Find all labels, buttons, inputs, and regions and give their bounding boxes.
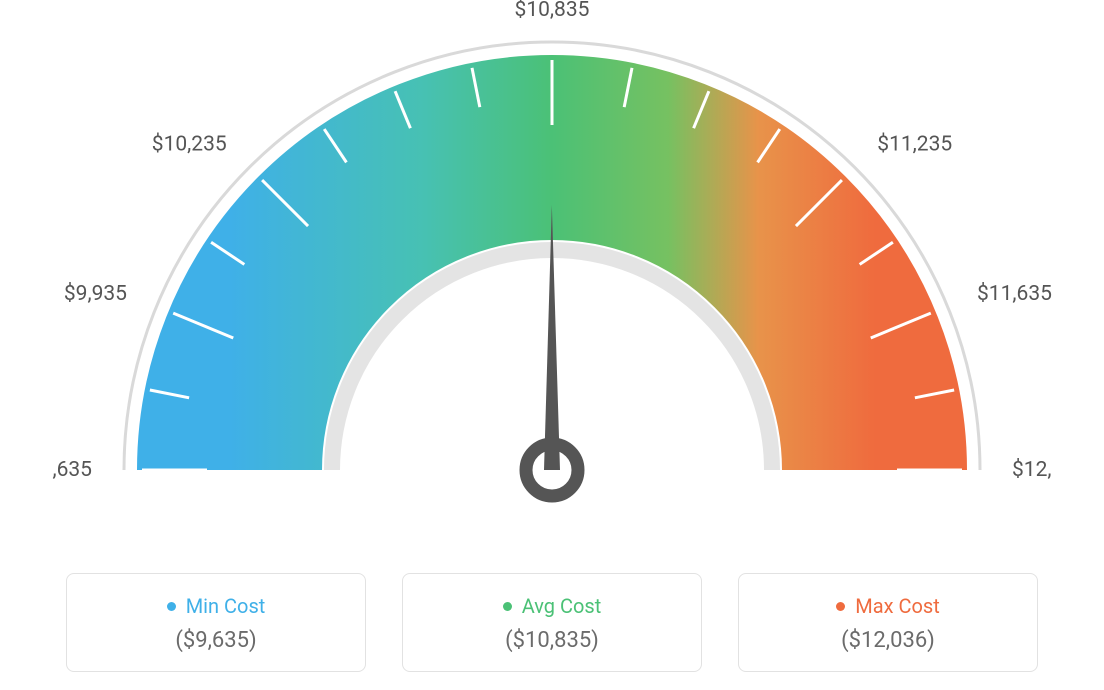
svg-text:$12,036: $12,036 <box>1012 458 1052 482</box>
legend-dot-avg <box>503 602 512 611</box>
svg-text:$10,235: $10,235 <box>152 133 227 157</box>
svg-text:$11,635: $11,635 <box>977 282 1052 306</box>
legend-label-min: Min Cost <box>186 594 266 618</box>
gauge-svg: $9,635 $9,935 $10,235 $10,835 $11,235 $11,635… <box>52 0 1052 540</box>
svg-text:$9,935: $9,935 <box>64 282 127 306</box>
legend-title-min: Min Cost <box>167 594 266 618</box>
legend-value-max: ($12,036) <box>749 628 1027 653</box>
legend-label-max: Max Cost <box>855 594 940 618</box>
legend-row: Min Cost ($9,635) Avg Cost ($10,835) Max… <box>66 573 1038 672</box>
legend-value-min: ($9,635) <box>77 628 355 653</box>
gauge-chart: $9,635 $9,935 $10,235 $10,835 $11,235 $11,635… <box>52 0 1052 560</box>
legend-title-max: Max Cost <box>836 594 940 618</box>
legend-label-avg: Avg Cost <box>522 594 602 618</box>
legend-card-avg: Avg Cost ($10,835) <box>402 573 702 672</box>
legend-card-max: Max Cost ($12,036) <box>738 573 1038 672</box>
legend-card-min: Min Cost ($9,635) <box>66 573 366 672</box>
svg-text:$10,835: $10,835 <box>515 0 590 22</box>
legend-dot-min <box>167 602 176 611</box>
svg-text:$9,635: $9,635 <box>52 458 92 482</box>
svg-text:$11,235: $11,235 <box>877 133 952 157</box>
legend-value-avg: ($10,835) <box>413 628 691 653</box>
legend-title-avg: Avg Cost <box>503 594 602 618</box>
legend-dot-max <box>836 602 845 611</box>
